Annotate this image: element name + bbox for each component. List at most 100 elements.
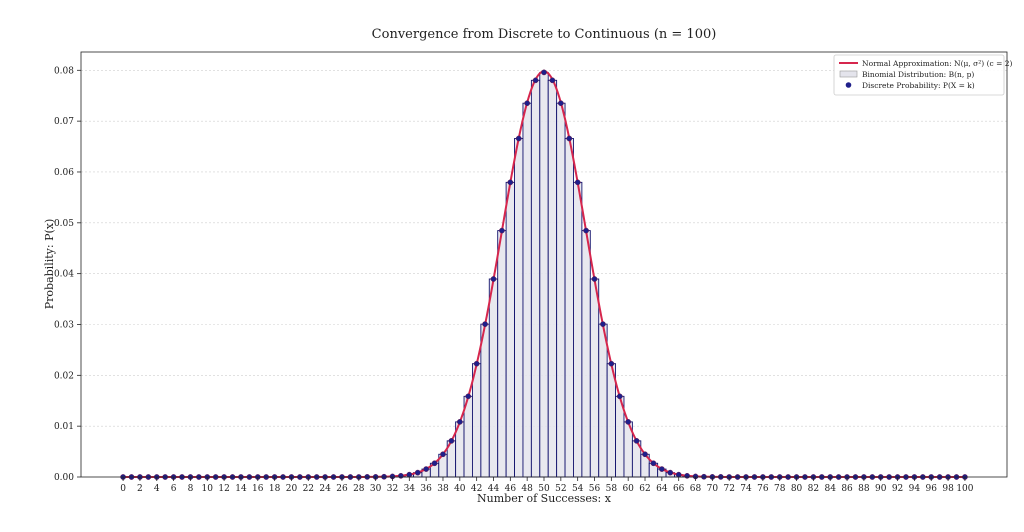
y-tick-label: 0.06 — [54, 168, 74, 178]
data-point — [633, 438, 640, 444]
data-point — [515, 135, 522, 142]
x-tick-label: 46 — [505, 484, 517, 494]
data-point — [667, 469, 674, 476]
x-tick-label: 92 — [892, 484, 903, 494]
x-tick-label: 52 — [555, 484, 566, 494]
x-tick-label: 18 — [269, 484, 281, 494]
data-point — [625, 419, 632, 425]
data-point — [499, 227, 505, 234]
y-tick-label: 0.04 — [54, 270, 74, 280]
x-tick-label: 4 — [154, 484, 160, 494]
x-tick-label: 50 — [538, 484, 550, 494]
data-point — [524, 100, 531, 107]
x-tick-label: 16 — [252, 484, 264, 494]
x-tick-label: 78 — [774, 484, 786, 494]
data-point — [642, 451, 648, 458]
bar — [497, 230, 507, 478]
y-axis-ticks: 0.00 0.01 0.02 0.03 0.04 0.05 0.06 0.07 0.08 — [54, 66, 81, 483]
x-tick-label: 94 — [909, 484, 921, 494]
data-point — [456, 419, 463, 425]
bar — [488, 278, 499, 478]
x-tick-label: 86 — [841, 484, 853, 494]
x-tick-label: 0 — [120, 484, 126, 494]
bar — [480, 323, 490, 478]
x-tick-label: 54 — [572, 484, 584, 494]
data-point — [473, 360, 480, 367]
y-tick-label: 0.01 — [54, 422, 74, 432]
legend-box — [833, 54, 1005, 96]
x-tick-label: 28 — [353, 484, 365, 494]
bar — [606, 363, 617, 478]
data-point — [482, 321, 488, 327]
data-point — [659, 466, 665, 472]
x-tick-label: 26 — [336, 484, 348, 494]
data-point — [398, 472, 404, 479]
data-point — [675, 471, 682, 478]
data-point — [507, 179, 514, 186]
x-tick-label: 34 — [404, 484, 416, 494]
x-tick-label: 24 — [319, 484, 331, 494]
data-point — [616, 393, 623, 400]
data-point — [549, 77, 556, 84]
bar — [556, 102, 566, 478]
y-tick-label: 0.02 — [54, 371, 74, 381]
x-tick-label: 84 — [824, 484, 836, 494]
bar — [598, 323, 608, 478]
x-tick-label: 64 — [656, 484, 668, 494]
x-axis-label: Number of Successes: x — [477, 492, 612, 505]
x-tick-label: 66 — [673, 484, 685, 494]
x-tick-label: 2 — [137, 484, 143, 494]
data-point — [440, 451, 446, 458]
x-tick-label: 44 — [488, 484, 500, 494]
data-point — [608, 360, 615, 367]
x-tick-label: 6 — [171, 484, 177, 494]
x-tick-label: 30 — [370, 484, 382, 494]
x-tick-label: 48 — [521, 484, 533, 494]
x-tick-label: 36 — [420, 484, 432, 494]
x-tick-label: 32 — [387, 484, 398, 494]
x-tick-label: 74 — [740, 484, 752, 494]
x-tick-label: 72 — [723, 484, 734, 494]
x-tick-label: 42 — [471, 484, 482, 494]
data-point — [583, 227, 589, 234]
data-point — [650, 460, 657, 467]
x-tick-label: 58 — [606, 484, 618, 494]
x-tick-label: 90 — [875, 484, 887, 494]
data-point — [532, 77, 539, 84]
bar — [547, 79, 558, 478]
data-point — [600, 321, 606, 327]
data-point — [423, 466, 429, 472]
bars — [362, 71, 726, 478]
data-point — [448, 438, 455, 444]
x-tick-label: 62 — [639, 484, 650, 494]
x-tick-label: 98 — [942, 484, 954, 494]
x-tick-label: 60 — [622, 484, 634, 494]
data-point — [414, 469, 421, 476]
bar — [581, 230, 591, 478]
x-tick-label: 8 — [188, 484, 194, 494]
x-tick-label: 88 — [858, 484, 870, 494]
x-tick-label: 70 — [707, 484, 719, 494]
bar — [522, 102, 532, 478]
bar — [471, 363, 482, 478]
data-point — [490, 276, 497, 282]
y-axis-label: Probability: P(x) — [43, 219, 56, 310]
legend-normal-label: Normal Approximation: N(μ, σ²) (c = 2) — [862, 59, 1013, 68]
bar — [505, 181, 515, 478]
y-tick-label: 0.03 — [54, 320, 74, 330]
legend-binomial-label: Binomial Distribution: B(n, p) — [862, 70, 974, 79]
y-tick-label: 0.05 — [54, 219, 74, 229]
x-tick-label: 20 — [286, 484, 298, 494]
x-tick-label: 100 — [956, 484, 973, 494]
x-tick-label: 56 — [589, 484, 601, 494]
x-tick-label: 10 — [202, 484, 214, 494]
bar — [564, 138, 574, 478]
legend: Normal Approximation: N(μ, σ²) (c = 2) B… — [833, 54, 1013, 96]
y-tick-label: 0.07 — [54, 117, 74, 127]
legend-discrete-label: Discrete Probability: P(X = k) — [862, 81, 975, 90]
x-tick-label: 76 — [757, 484, 769, 494]
data-point — [574, 179, 581, 186]
x-tick-label: 14 — [235, 484, 247, 494]
x-axis-ticks: 0 2 4 6 8 10 12 14 16 18 20 22 24 26 28 30 32 34 36 38 40 42 4… — [120, 477, 974, 494]
